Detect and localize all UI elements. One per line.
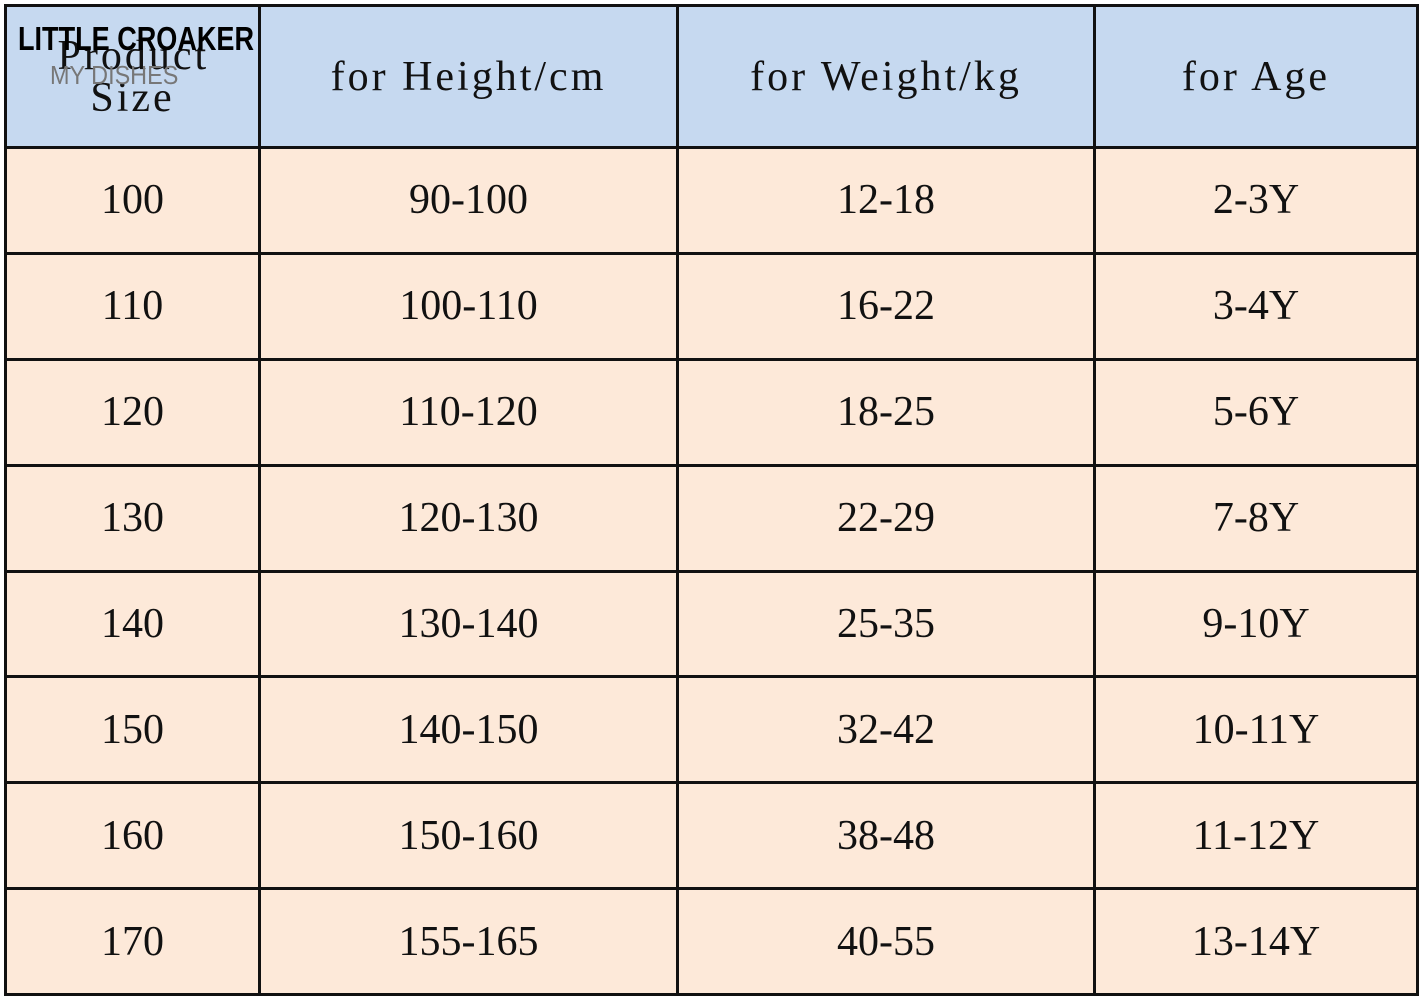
watermark-brand: LITTLE CROAKER [18, 20, 255, 57]
table-row: 100 90-100 12-18 2-3Y [4, 146, 1419, 255]
header-text: Product Size [57, 32, 210, 121]
table-cell: 100 [4, 146, 261, 255]
header-cell: Product Size [4, 4, 261, 149]
header-text: for Height/cm [330, 53, 607, 100]
table-cell: 100-110 [258, 251, 679, 361]
size-table: Product Size for Height/cm for Weight/kg fo… [4, 4, 1419, 996]
table-cell: 22-29 [676, 463, 1096, 573]
header-row: Product Size for Height/cm for Weight/kg fo… [4, 4, 1419, 149]
table-row: 120 110-120 18-25 5-6Y [4, 357, 1419, 467]
table-row: 140 130-140 25-35 9-10Y [4, 569, 1419, 679]
watermark-sub: MY DISHES [50, 60, 179, 90]
table-cell: 11-12Y [1093, 781, 1419, 891]
table-cell: 7-8Y [1093, 463, 1419, 573]
table-cell: 150-160 [258, 781, 679, 891]
table-row: 110 100-110 16-22 3-4Y [4, 251, 1419, 361]
header-cell: for Weight/kg [676, 4, 1096, 149]
table-cell: 90-100 [258, 146, 679, 255]
table-cell: 5-6Y [1093, 357, 1419, 467]
table-cell: 150 [4, 675, 261, 785]
table-cell: 130-140 [258, 569, 679, 679]
table-cell: 110-120 [258, 357, 679, 467]
table-cell: 2-3Y [1093, 146, 1419, 255]
header-cell: for Height/cm [258, 4, 679, 149]
table-cell: 12-18 [676, 146, 1096, 255]
table-cell: 13-14Y [1093, 887, 1419, 996]
table-cell: 18-25 [676, 357, 1096, 467]
table-cell: 130 [4, 463, 261, 573]
table-cell: 120 [4, 357, 261, 467]
table-cell: 40-55 [676, 887, 1096, 996]
header-cell: for Age [1093, 4, 1419, 149]
table-cell: 140 [4, 569, 261, 679]
table-cell: 155-165 [258, 887, 679, 996]
table-cell: 32-42 [676, 675, 1096, 785]
table-body: 100 90-100 12-18 2-3Y 110 100-110 16-22 3-4Y 120… [4, 146, 1419, 996]
table-cell: 9-10Y [1093, 569, 1419, 679]
table-cell: 170 [4, 887, 261, 996]
table-row: 160 150-160 38-48 11-12Y [4, 781, 1419, 891]
table-cell: 25-35 [676, 569, 1096, 679]
header-text: for Weight/kg [750, 53, 1022, 100]
table-cell: 10-11Y [1093, 675, 1419, 785]
table-cell: 120-130 [258, 463, 679, 573]
table-row: 170 155-165 40-55 13-14Y [4, 887, 1419, 996]
header-text: for Age [1181, 53, 1331, 100]
table-cell: 3-4Y [1093, 251, 1419, 361]
table-cell: 38-48 [676, 781, 1096, 891]
table-row: 150 140-150 32-42 10-11Y [4, 675, 1419, 785]
table-cell: 140-150 [258, 675, 679, 785]
table-cell: 110 [4, 251, 261, 361]
table-row: 130 120-130 22-29 7-8Y [4, 463, 1419, 573]
table-cell: 16-22 [676, 251, 1096, 361]
table-cell: 160 [4, 781, 261, 891]
